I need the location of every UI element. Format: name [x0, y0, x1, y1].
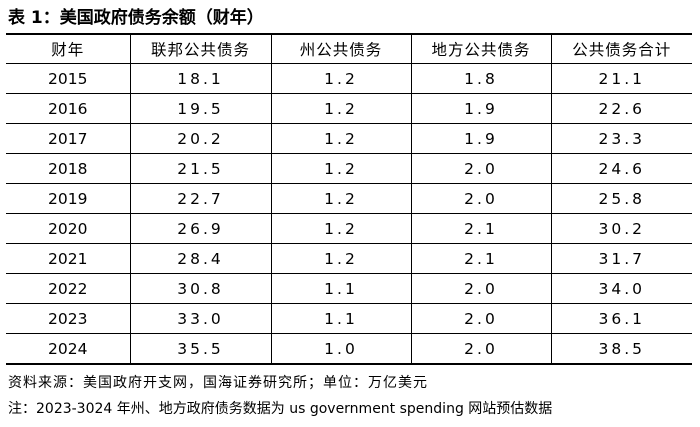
table-row: 2015 18.1 1.2 1.8 21.1 — [6, 63, 692, 94]
cell-local: 2.1 — [410, 243, 552, 274]
cell-local: 1.9 — [410, 123, 552, 154]
cell-year: 2023 — [6, 303, 131, 334]
table-row: 2016 19.5 1.2 1.9 22.6 — [6, 93, 692, 124]
cell-local: 2.0 — [410, 273, 552, 304]
cell-state: 1.1 — [270, 273, 412, 304]
cell-total: 30.2 — [550, 213, 692, 244]
header-federal-debt: 联邦公共债务 — [129, 35, 272, 64]
cell-year: 2018 — [6, 153, 131, 184]
table-row: 2020 26.9 1.2 2.1 30.2 — [6, 213, 692, 244]
cell-federal: 21.5 — [129, 153, 272, 184]
cell-state: 1.2 — [270, 123, 412, 154]
cell-total: 24.6 — [550, 153, 692, 184]
debt-table: 财年 联邦公共债务 州公共债务 地方公共债务 公共债务合计 2015 18.1 … — [6, 35, 692, 365]
remark-note: 注：2023-3024 年州、地方政府债务数据为 us government s… — [8, 401, 553, 417]
cell-year: 2020 — [6, 213, 131, 244]
cell-local: 2.0 — [410, 303, 552, 334]
cell-state: 1.2 — [270, 183, 412, 214]
header-state-debt: 州公共债务 — [270, 35, 412, 64]
table-row: 2017 20.2 1.2 1.9 23.3 — [6, 123, 692, 154]
cell-total: 22.6 — [550, 93, 692, 124]
header-row: 财年 联邦公共债务 州公共债务 地方公共债务 公共债务合计 — [6, 35, 692, 64]
cell-federal: 20.2 — [129, 123, 272, 154]
cell-state: 1.2 — [270, 153, 412, 184]
cell-total: 38.5 — [550, 333, 692, 365]
cell-local: 2.0 — [410, 183, 552, 214]
cell-federal: 22.7 — [129, 183, 272, 214]
cell-state: 1.2 — [270, 213, 412, 244]
header-local-debt: 地方公共债务 — [410, 35, 552, 64]
cell-total: 31.7 — [550, 243, 692, 274]
cell-federal: 26.9 — [129, 213, 272, 244]
cell-federal: 35.5 — [129, 333, 272, 365]
cell-total: 23.3 — [550, 123, 692, 154]
cell-local: 2.0 — [410, 333, 552, 365]
header-total-debt: 公共债务合计 — [550, 35, 692, 64]
cell-year: 2016 — [6, 93, 131, 124]
title-rule — [6, 33, 692, 35]
cell-total: 21.1 — [550, 63, 692, 94]
cell-federal: 19.5 — [129, 93, 272, 124]
table-row: 2023 33.0 1.1 2.0 36.1 — [6, 303, 692, 334]
cell-federal: 33.0 — [129, 303, 272, 334]
cell-state: 1.1 — [270, 303, 412, 334]
cell-year: 2017 — [6, 123, 131, 154]
source-note: 资料来源：美国政府开支网，国海证券研究所；单位：万亿美元 — [8, 375, 428, 391]
cell-local: 2.1 — [410, 213, 552, 244]
cell-local: 2.0 — [410, 153, 552, 184]
table-row: 2022 30.8 1.1 2.0 34.0 — [6, 273, 692, 304]
cell-year: 2021 — [6, 243, 131, 274]
cell-total: 36.1 — [550, 303, 692, 334]
cell-federal: 30.8 — [129, 273, 272, 304]
cell-federal: 18.1 — [129, 63, 272, 94]
table-row: 2021 28.4 1.2 2.1 31.7 — [6, 243, 692, 274]
cell-total: 25.8 — [550, 183, 692, 214]
cell-federal: 28.4 — [129, 243, 272, 274]
cell-local: 1.8 — [410, 63, 552, 94]
table-title: 表 1：美国政府债务余额（财年） — [8, 8, 264, 28]
table-row: 2019 22.7 1.2 2.0 25.8 — [6, 183, 692, 214]
table-row: 2018 21.5 1.2 2.0 24.6 — [6, 153, 692, 184]
header-fiscal-year: 财年 — [6, 35, 131, 64]
cell-state: 1.2 — [270, 243, 412, 274]
table-row: 2024 35.5 1.0 2.0 38.5 — [6, 333, 692, 365]
cell-year: 2015 — [6, 63, 131, 94]
cell-state: 1.2 — [270, 63, 412, 94]
cell-year: 2024 — [6, 333, 131, 365]
cell-state: 1.0 — [270, 333, 412, 365]
cell-state: 1.2 — [270, 93, 412, 124]
cell-local: 1.9 — [410, 93, 552, 124]
cell-year: 2022 — [6, 273, 131, 304]
cell-year: 2019 — [6, 183, 131, 214]
cell-total: 34.0 — [550, 273, 692, 304]
